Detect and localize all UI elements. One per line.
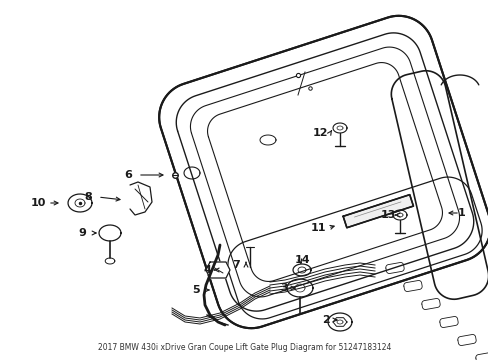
Text: 14: 14 — [294, 255, 309, 265]
Text: 5: 5 — [192, 285, 200, 295]
Text: 7: 7 — [232, 260, 240, 270]
Text: 1: 1 — [457, 208, 465, 218]
Text: 11: 11 — [309, 223, 325, 233]
Text: 2017 BMW 430i xDrive Gran Coupe Lift Gate Plug Diagram for 51247183124: 2017 BMW 430i xDrive Gran Coupe Lift Gat… — [98, 343, 390, 352]
Polygon shape — [159, 16, 488, 328]
Text: 6: 6 — [124, 170, 132, 180]
Text: 12: 12 — [312, 128, 327, 138]
Polygon shape — [343, 195, 412, 228]
Polygon shape — [205, 262, 229, 278]
Text: 10: 10 — [30, 198, 45, 208]
Text: 3: 3 — [280, 283, 287, 293]
Text: 8: 8 — [84, 192, 92, 202]
Text: 4: 4 — [203, 265, 210, 275]
Text: 2: 2 — [322, 315, 329, 325]
Text: 9: 9 — [78, 228, 86, 238]
Text: 13: 13 — [380, 210, 395, 220]
